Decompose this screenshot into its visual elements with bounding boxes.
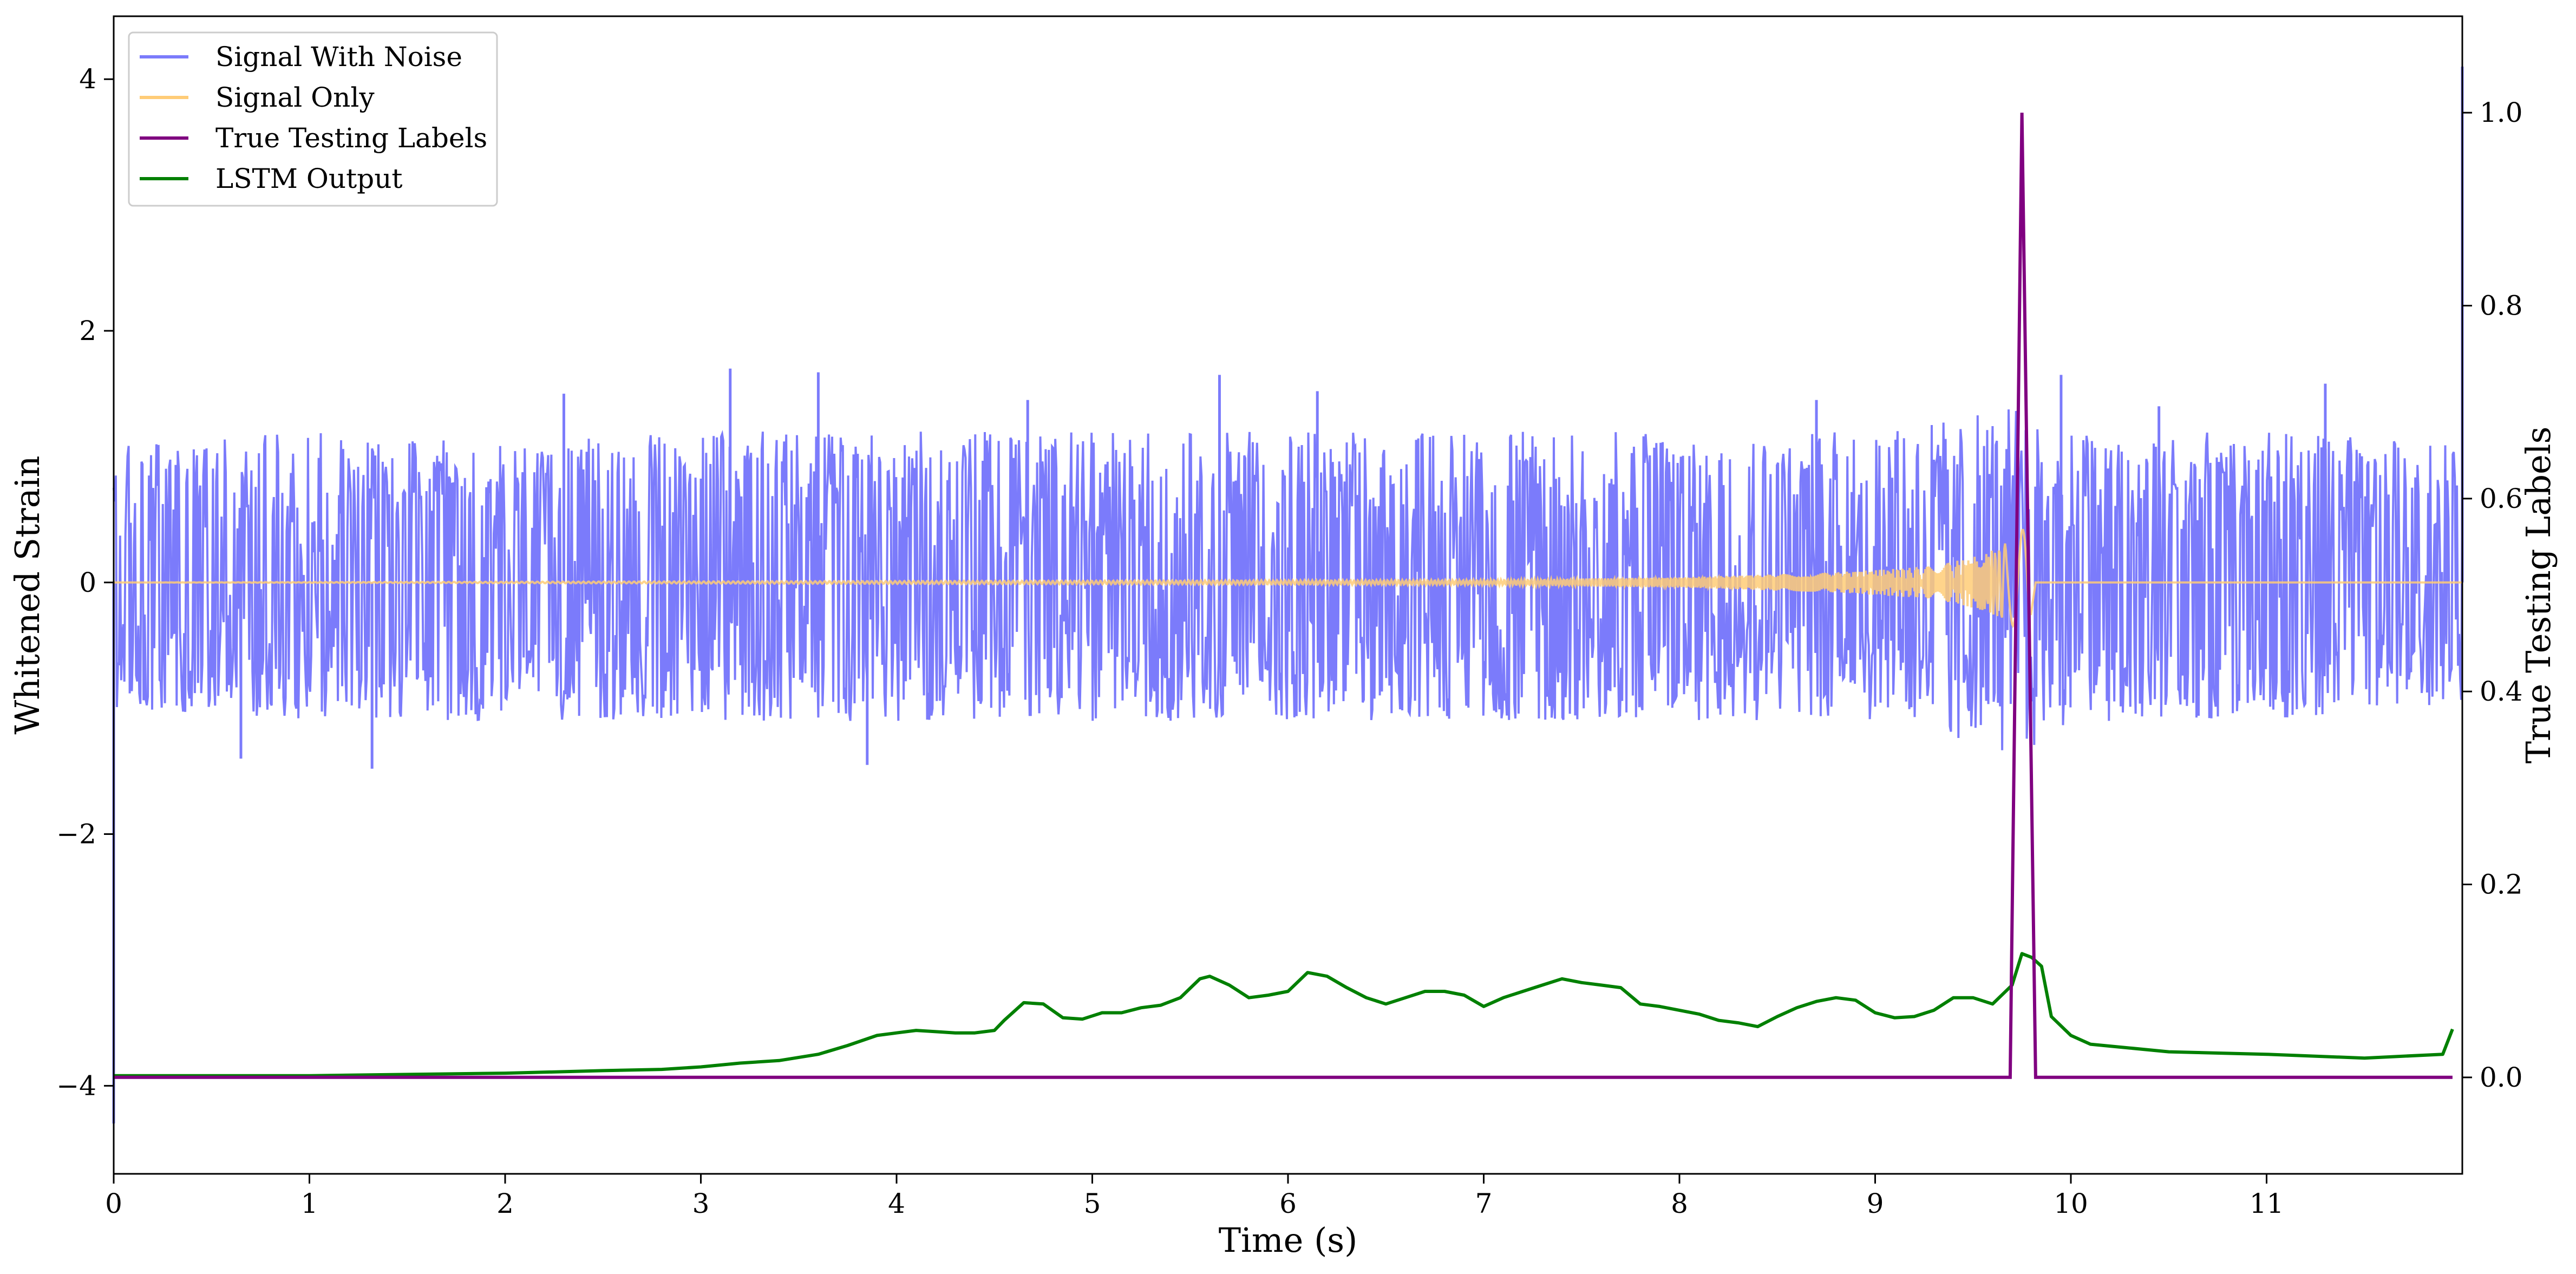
- x-tick-label: 0: [105, 1188, 122, 1219]
- x-tick-label: 8: [1671, 1188, 1688, 1219]
- lstm-output-layer: [114, 952, 2454, 1077]
- x-axis-title: Time (s): [1219, 1220, 1358, 1260]
- y-tick-label: 4: [79, 63, 96, 95]
- x-tick-label: 10: [2054, 1188, 2088, 1219]
- y-tick-label: 2: [79, 315, 96, 347]
- y2-tick-label: 1.0: [2480, 97, 2523, 128]
- legend-box: [128, 31, 498, 207]
- legend-label: Signal With Noise: [215, 41, 462, 73]
- y2-tick-label: 0.4: [2480, 676, 2523, 707]
- y2-tick-label: 0.2: [2480, 869, 2523, 900]
- lstm-output-line: [114, 952, 2454, 1077]
- y2-tick-label: 0.8: [2480, 290, 2523, 322]
- y2-axis-title: True Testing Labels: [2519, 427, 2558, 764]
- y-axis-ticks: −4 −2 0 2 4: [56, 63, 114, 1101]
- y2-axis-ticks: 0.0 0.2 0.4 0.6 0.8 1.0: [2462, 97, 2523, 1093]
- x-axis-ticks: 0 1 2 3 4 5 6 7 8 9 10 11: [105, 1174, 2284, 1219]
- y-axis-title: Whitened Strain: [8, 456, 47, 735]
- signal-only-line: [114, 528, 2462, 628]
- y-tick-label: −4: [56, 1070, 96, 1101]
- x-tick-label: 4: [888, 1188, 905, 1219]
- signal-with-noise-line: [113, 409, 2463, 750]
- x-tick-label: 5: [1084, 1188, 1101, 1219]
- x-tick-label: 9: [1867, 1188, 1884, 1219]
- x-tick-label: 2: [496, 1188, 514, 1219]
- true-testing-labels-layer: [114, 113, 2453, 1079]
- true-testing-labels-line: [114, 113, 2453, 1079]
- x-tick-label: 11: [2250, 1188, 2284, 1219]
- legend-label: LSTM Output: [215, 163, 402, 194]
- legend-label: Signal Only: [215, 82, 375, 113]
- x-tick-label: 1: [301, 1188, 318, 1219]
- y2-tick-label: 0.6: [2480, 483, 2523, 514]
- y2-tick-label: 0.0: [2480, 1062, 2523, 1093]
- legend: Signal With Noise Signal Only True Testing…: [128, 31, 498, 207]
- x-tick-label: 7: [1475, 1188, 1493, 1219]
- signal-only-layer: [114, 528, 2462, 628]
- y-tick-label: −2: [56, 819, 96, 850]
- x-tick-label: 6: [1279, 1188, 1297, 1219]
- legend-label: True Testing Labels: [215, 122, 487, 154]
- x-tick-label: 3: [692, 1188, 710, 1219]
- y-tick-label: 0: [79, 567, 96, 598]
